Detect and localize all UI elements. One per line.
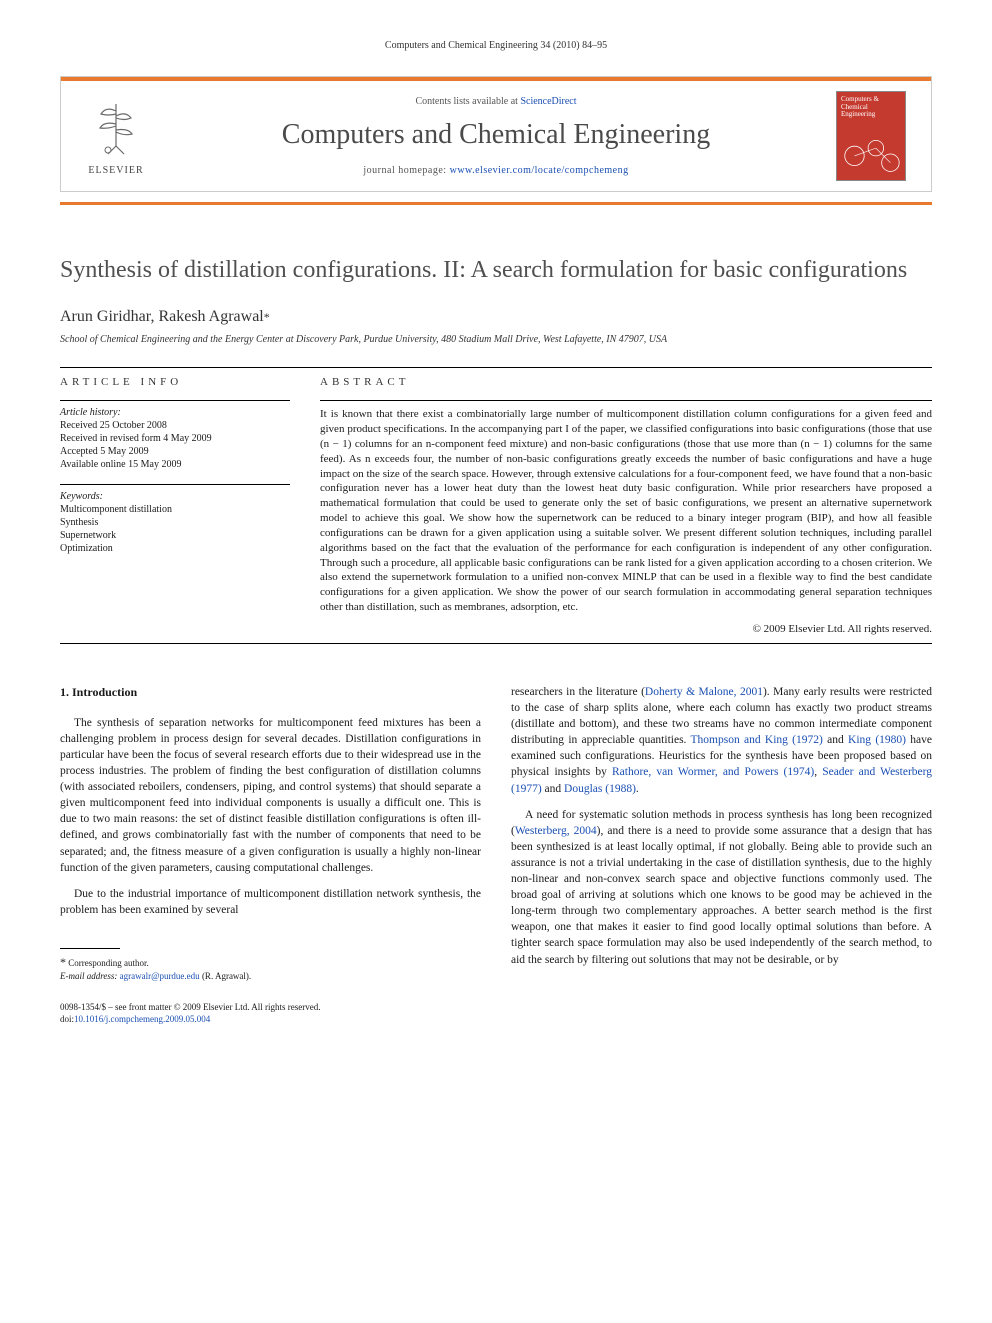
article-title: Synthesis of distillation configurations… bbox=[60, 255, 932, 286]
citation-link[interactable]: Doherty & Malone, 2001 bbox=[645, 686, 763, 698]
article-info-heading: article info bbox=[60, 376, 290, 388]
keyword: Optimization bbox=[60, 543, 290, 554]
text-run: researchers in the literature ( bbox=[511, 686, 645, 698]
revised-date: Received in revised form 4 May 2009 bbox=[60, 433, 290, 444]
citation-link[interactable]: Westerberg, 2004 bbox=[515, 825, 597, 837]
abstract-text: It is known that there exist a combinato… bbox=[320, 407, 932, 615]
contents-available: Contents lists available at ScienceDirec… bbox=[156, 96, 836, 107]
text-run: ), and there is a need to provide some a… bbox=[511, 825, 932, 966]
rule-bottom bbox=[60, 643, 932, 644]
text-run: and bbox=[823, 734, 848, 746]
online-date: Available online 15 May 2009 bbox=[60, 459, 290, 470]
text-run: . bbox=[636, 783, 639, 795]
section-title: Introduction bbox=[72, 685, 137, 699]
email-author: (R. Agrawal). bbox=[202, 971, 251, 981]
publisher-name: ELSEVIER bbox=[76, 165, 156, 176]
article-info-column: article info Article history: Received 2… bbox=[60, 376, 290, 635]
journal-banner: ELSEVIER Contents lists available at Sci… bbox=[60, 76, 932, 192]
journal-homepage: journal homepage: www.elsevier.com/locat… bbox=[156, 165, 836, 176]
left-column: 1. Introduction The synthesis of separat… bbox=[60, 684, 481, 982]
keyword: Multicomponent distillation bbox=[60, 504, 290, 515]
front-matter-line: 0098-1354/$ – see front matter © 2009 El… bbox=[60, 1002, 932, 1014]
email-label: E-mail address: bbox=[60, 971, 117, 981]
abstract-heading: abstract bbox=[320, 376, 932, 388]
homepage-prefix: journal homepage: bbox=[363, 165, 449, 176]
text-run: , bbox=[814, 766, 822, 778]
doi-label: doi: bbox=[60, 1014, 74, 1024]
publisher-block: ELSEVIER bbox=[76, 96, 156, 176]
history-label: Article history: bbox=[60, 407, 290, 418]
affiliation: School of Chemical Engineering and the E… bbox=[60, 334, 932, 345]
footnote-marker: * bbox=[60, 955, 66, 969]
author-names: Arun Giridhar, Rakesh Agrawal bbox=[60, 308, 264, 325]
keywords-label: Keywords: bbox=[60, 491, 290, 502]
footnote-text: Corresponding author. bbox=[68, 958, 149, 968]
running-header: Computers and Chemical Engineering 34 (2… bbox=[60, 40, 932, 51]
cover-title: Computers & Chemical Engineering bbox=[841, 96, 901, 119]
doi-line: doi:10.1016/j.compchemeng.2009.05.004 bbox=[60, 1014, 932, 1026]
citation-link[interactable]: Rathore, van Wormer, and Powers (1974) bbox=[612, 766, 814, 778]
corresponding-marker: * bbox=[264, 310, 270, 324]
section-number: 1. bbox=[60, 685, 69, 699]
orange-divider bbox=[60, 202, 932, 205]
accepted-date: Accepted 5 May 2009 bbox=[60, 446, 290, 457]
abstract-column: abstract It is known that there exist a … bbox=[320, 376, 932, 635]
journal-cover-thumbnail: Computers & Chemical Engineering bbox=[836, 91, 906, 181]
right-column: researchers in the literature (Doherty &… bbox=[511, 684, 932, 982]
authors: Arun Giridhar, Rakesh Agrawal* bbox=[60, 308, 932, 326]
sciencedirect-link[interactable]: ScienceDirect bbox=[520, 96, 576, 107]
paragraph: A need for systematic solution methods i… bbox=[511, 807, 932, 968]
paragraph: The synthesis of separation networks for… bbox=[60, 715, 481, 876]
body-text: 1. Introduction The synthesis of separat… bbox=[60, 684, 932, 982]
paragraph: researchers in the literature (Doherty &… bbox=[511, 684, 932, 797]
abstract-copyright: © 2009 Elsevier Ltd. All rights reserved… bbox=[320, 623, 932, 635]
email-link[interactable]: agrawalr@purdue.edu bbox=[120, 971, 200, 981]
rule-top bbox=[60, 367, 932, 368]
contents-prefix: Contents lists available at bbox=[415, 96, 520, 107]
homepage-link[interactable]: www.elsevier.com/locate/compchemeng bbox=[450, 165, 629, 176]
citation-link[interactable]: King (1980) bbox=[848, 734, 906, 746]
keyword: Synthesis bbox=[60, 517, 290, 528]
received-date: Received 25 October 2008 bbox=[60, 420, 290, 431]
section-heading: 1. Introduction bbox=[60, 684, 481, 701]
citation-link[interactable]: Thompson and King (1972) bbox=[691, 734, 823, 746]
citation-link[interactable]: Douglas (1988) bbox=[564, 783, 636, 795]
paragraph: Due to the industrial importance of mult… bbox=[60, 886, 481, 918]
corresponding-footnote: * Corresponding author. bbox=[60, 955, 481, 971]
journal-name: Computers and Chemical Engineering bbox=[156, 119, 836, 151]
doi-link[interactable]: 10.1016/j.compchemeng.2009.05.004 bbox=[74, 1014, 210, 1024]
elsevier-tree-icon bbox=[86, 96, 146, 156]
page-footer: 0098-1354/$ – see front matter © 2009 El… bbox=[60, 1002, 932, 1025]
keyword: Supernetwork bbox=[60, 530, 290, 541]
text-run: and bbox=[542, 783, 564, 795]
email-footnote: E-mail address: agrawalr@purdue.edu (R. … bbox=[60, 971, 481, 983]
footnote-rule bbox=[60, 948, 120, 949]
